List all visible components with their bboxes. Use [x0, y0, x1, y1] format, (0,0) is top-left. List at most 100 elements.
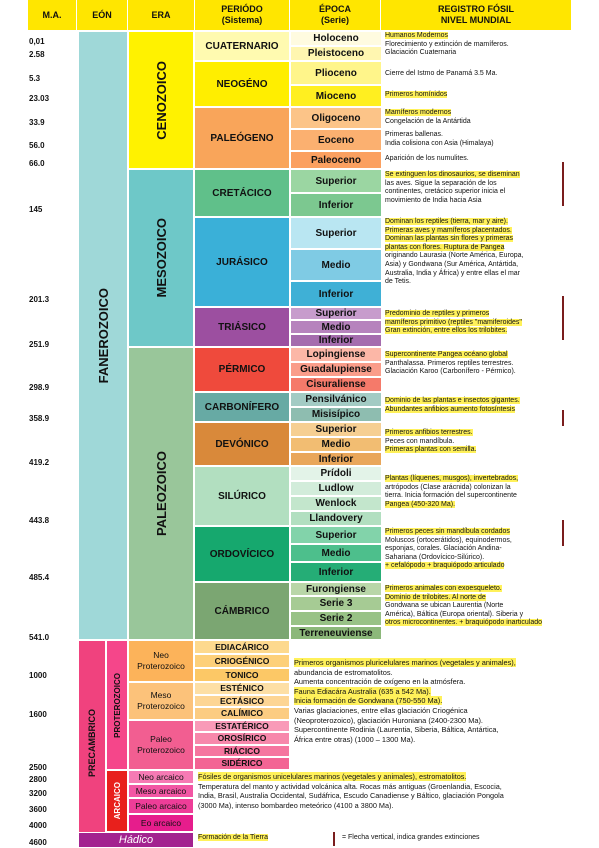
ma-value: 358.9	[29, 414, 50, 423]
extinction-arrow-icon	[562, 410, 564, 426]
eon-hadico: Hádico	[78, 832, 194, 848]
ma-value: 5.3	[29, 74, 41, 83]
epoch-ordovicico-superior: Superior	[290, 526, 382, 544]
subera-paleoarcaico: Paleo arcaico	[128, 798, 194, 814]
period-siderico: SIDÉRICO	[194, 757, 290, 770]
extinction-arrow-legend-icon	[333, 832, 335, 846]
epoch-devonico-medio: Medio	[290, 437, 382, 452]
registro-cambrico: Primeros animales con exoesqueleto. Domi…	[385, 585, 543, 627]
period-estenico: ESTÉNICO	[194, 682, 290, 695]
legend-text: = Flecha vertical, indica grandes extinc…	[342, 834, 480, 841]
era-paleozoico: PALEOZOICO	[128, 347, 194, 640]
epoch-triasico-inferior: Inferior	[290, 334, 382, 347]
period-silurico: SILÚRICO	[194, 466, 290, 526]
epoch-oligoceno: Oligoceno	[290, 107, 382, 129]
ma-value: 201.3	[29, 295, 50, 304]
ma-value: 56.0	[29, 141, 45, 150]
epoch-ludlow: Ludlow	[290, 481, 382, 496]
period-cambrico: CÁMBRICO	[194, 582, 290, 640]
ma-value: 3200	[29, 789, 47, 798]
registro-arcaico: Fósiles de organismos unicelulares marin…	[198, 772, 504, 810]
period-jurasico: JURÁSICO	[194, 217, 290, 307]
ma-value: 443.8	[29, 516, 50, 525]
subera-mesoproterozoico: Meso Proterozoico	[128, 682, 194, 720]
epoch-jurasico-medio: Medio	[290, 249, 382, 281]
epoch-furongiense: Furongiense	[290, 582, 382, 596]
epoch-holoceno: Holoceno	[290, 31, 382, 46]
subera-neoproterozoico: Neo Proterozoico	[128, 640, 194, 682]
period-tonico: TONICO	[194, 668, 290, 682]
registro-permico: Supercontinente Pangea océano global Pan…	[385, 351, 516, 376]
ma-value: 33.9	[29, 118, 45, 127]
epoch-misisipico: Misisípico	[290, 407, 382, 422]
registro-jurasico: Dominan los reptiles (tierra, mar y aire…	[385, 218, 524, 286]
epoch-wenlock: Wenlock	[290, 496, 382, 511]
header-eon: EÓN	[77, 0, 127, 30]
header-periodo: PERIÓDO (Sistema)	[195, 0, 289, 30]
extinction-arrow-icon	[562, 520, 564, 546]
epoch-jurasico-inferior: Inferior	[290, 281, 382, 307]
period-cretacico: CRETÁCICO	[194, 169, 290, 217]
header-registro: REGISTRO FÓSIL NIVEL MUNDIAL	[381, 0, 571, 30]
registro-silurico: Plantas (líquenes, musgos), invertebrado…	[385, 475, 519, 508]
ma-value: 4000	[29, 821, 47, 830]
epoch-llandovery: Llandovery	[290, 511, 382, 526]
epoch-cretacico-superior: Superior	[290, 169, 382, 193]
eon-precambrico: PRECAMBRICO	[78, 640, 106, 847]
epoch-serie2: Serie 2	[290, 611, 382, 626]
epoch-pensilvanico: Pensilvánico	[290, 392, 382, 407]
eon-fanerozoico: FANEROZOICO	[78, 31, 128, 640]
registro-carbonifero: Dominio de las plantas e insectos gigant…	[385, 397, 520, 413]
period-permico: PÉRMICO	[194, 347, 290, 392]
ma-value: 1000	[29, 671, 47, 680]
epoch-cisuraliense: Cisuraliense	[290, 377, 382, 392]
ma-value: 145	[29, 205, 43, 214]
ma-value: 298.9	[29, 383, 50, 392]
epoch-terreneuviense: Terreneuviense	[290, 626, 382, 640]
ma-value: 23.03	[29, 94, 50, 103]
epoch-jurasico-superior: Superior	[290, 217, 382, 249]
registro-devonico: Primeros anfibios terrestres. Peces con …	[385, 429, 477, 454]
epoch-pridoli: Prídoli	[290, 466, 382, 481]
epoch-cretacico-inferior: Inferior	[290, 193, 382, 217]
period-orosirico: OROSÍRICO	[194, 732, 290, 745]
ma-value: 541.0	[29, 633, 50, 642]
epoch-triasico-superior: Superior	[290, 307, 382, 320]
header-ma: M.A.	[28, 0, 76, 30]
header-era: ERA	[128, 0, 194, 30]
ma-value: 0,01	[29, 37, 45, 46]
registro-ordovicico: Primeros peces sin mandíbula cordados Mo…	[385, 528, 512, 570]
period-cuaternario: CUATERNARIO	[194, 31, 290, 61]
ma-value: 1600	[29, 710, 47, 719]
period-ordovicico: ORDOVÍCICO	[194, 526, 290, 582]
header-epoca: ÉPOCA (Serie)	[290, 0, 380, 30]
epoch-guadalupiense: Guadalupiense	[290, 362, 382, 377]
subera-paleoproterozoico: Paleo Proterozoico	[128, 720, 194, 770]
ma-value: 2800	[29, 775, 47, 784]
period-paleogeno: PALEÓGENO	[194, 107, 290, 169]
registro-proterozoico: Primeros organismos pluricelulares marin…	[294, 658, 516, 744]
subera-neoarcaico: Neo arcaico	[128, 770, 194, 784]
epoch-lopingiense: Lopingiense	[290, 347, 382, 362]
subera-mesoarcaico: Meso arcaico	[128, 784, 194, 798]
period-ediacarico: EDIACÁRICO	[194, 640, 290, 654]
epoch-paleoceno: Paleoceno	[290, 151, 382, 169]
epoch-ordovicico-inferior: Inferior	[290, 562, 382, 582]
registro-triasico: Predominio de reptiles y primeros mamífe…	[385, 310, 522, 335]
ma-value: 485.4	[29, 573, 50, 582]
ma-value: 251.9	[29, 340, 50, 349]
epoch-mioceno: Mioceno	[290, 85, 382, 107]
registro-eoceno: Primeras ballenas. India colisiona con As…	[385, 131, 494, 147]
epoch-plioceno: Plioceno	[290, 61, 382, 85]
epoch-triasico-medio: Medio	[290, 320, 382, 334]
registro-paleoceno: Aparición de los numulites.	[385, 155, 469, 162]
period-triasico: TRIÁSICO	[194, 307, 290, 347]
period-estaterico: ESTATÉRICO	[194, 720, 290, 732]
registro-oligoceno: Mamíferos modernos Congelación de la Antá…	[385, 109, 471, 125]
period-riacico: RIÁCICO	[194, 745, 290, 757]
subera-eoarcaico: Eo arcaico	[128, 814, 194, 832]
registro-cuaternario: Humanos Modernos Florecimiento y extinci…	[385, 32, 509, 57]
period-ectasico: ECTÁSICO	[194, 695, 290, 707]
epoch-pleistoceno: Pleistoceno	[290, 46, 382, 61]
epoch-eoceno: Eoceno	[290, 129, 382, 151]
